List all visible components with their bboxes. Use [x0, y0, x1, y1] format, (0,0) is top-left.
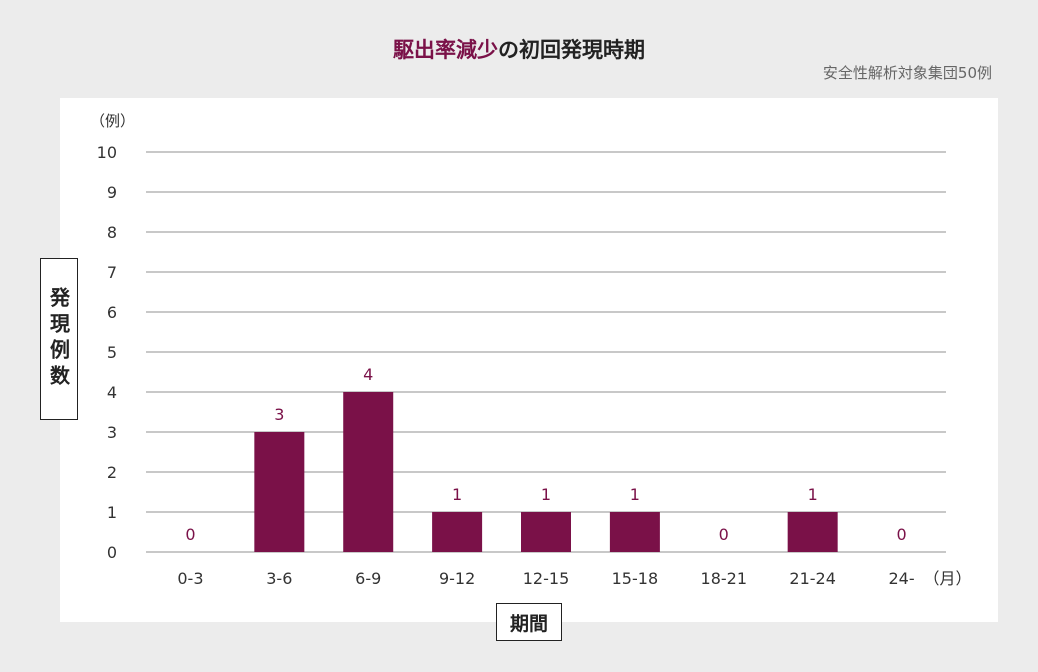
y-tick-label: 10: [97, 143, 117, 162]
x-tick-label: 9-12: [439, 569, 475, 588]
x-tick-label: 15-18: [612, 569, 659, 588]
x-tick-label: 18-21: [701, 569, 748, 588]
bar: [432, 512, 483, 552]
y-unit-label: （例）: [90, 112, 136, 130]
bar: [609, 512, 660, 552]
x-tick-label: 21-24: [789, 569, 836, 588]
data-label: 0: [896, 525, 906, 544]
bar: [787, 512, 838, 552]
data-label: 3: [274, 405, 284, 424]
chart-title-accent: 駆出率減少: [393, 38, 498, 62]
x-tick-label: 12-15: [523, 569, 570, 588]
y-tick-label: 3: [107, 423, 117, 442]
y-tick-label: 9: [107, 183, 117, 202]
y-tick-label: 2: [107, 463, 117, 482]
bar: [254, 432, 305, 552]
data-label: 4: [363, 365, 373, 384]
x-tick-label: 6-9: [355, 569, 381, 588]
chart-subtitle: 安全性解析対象集団50例: [822, 64, 992, 82]
y-tick-label: 4: [107, 383, 117, 402]
chart-title: 駆出率減少の初回発現時期: [0, 34, 1038, 64]
data-label: 1: [541, 485, 551, 504]
y-tick-label: 0: [107, 543, 117, 562]
x-unit-label: （月）: [924, 569, 972, 588]
data-label: 1: [452, 485, 462, 504]
data-label: 0: [719, 525, 729, 544]
y-axis-title: 発現例数: [40, 258, 78, 420]
x-axis-title: 期間: [496, 603, 562, 641]
data-label: 0: [185, 525, 195, 544]
data-label: 1: [630, 485, 640, 504]
y-axis-title-text: 発現例数: [46, 287, 71, 391]
x-tick-label: 0-3: [177, 569, 203, 588]
y-tick-label: 8: [107, 223, 117, 242]
chart-title-rest: の初回発現時期: [498, 38, 645, 62]
x-tick-label: 24-: [888, 569, 914, 588]
y-tick-label: 1: [107, 503, 117, 522]
data-label: 1: [808, 485, 818, 504]
bar: [521, 512, 571, 552]
y-tick-label: 7: [107, 263, 117, 282]
x-tick-label: 3-6: [266, 569, 292, 588]
bar: [343, 392, 394, 552]
y-tick-label: 5: [107, 343, 117, 362]
y-tick-label: 6: [107, 303, 117, 322]
